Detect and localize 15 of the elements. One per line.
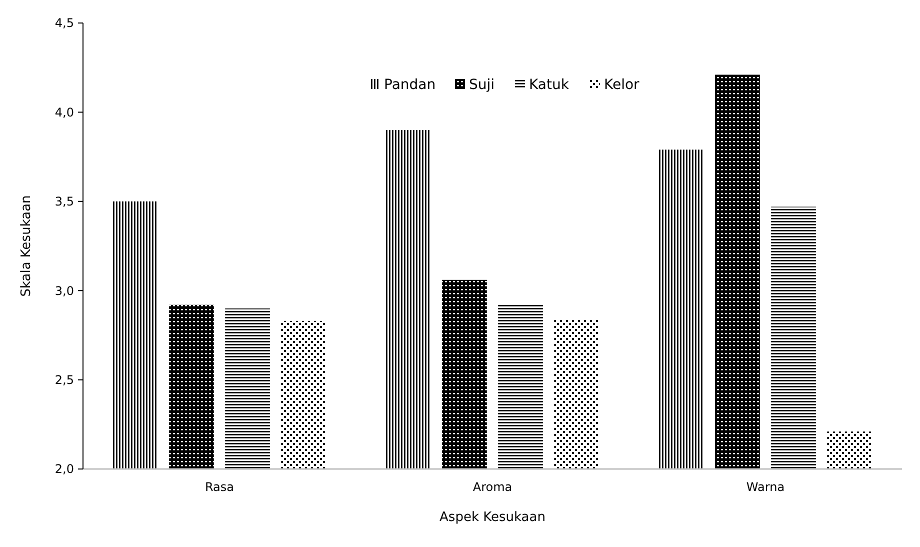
x-axis-title: Aspek Kesukaan (440, 510, 546, 525)
y-axis-title: Skala Kesukaan (19, 195, 34, 297)
y-tick-label: 4,0 (54, 105, 74, 120)
x-tick-label: Aroma (472, 480, 512, 494)
legend-label: Pandan (384, 77, 436, 93)
y-tick-label: 2,5 (54, 373, 74, 387)
y-tick-label: 4,5 (54, 16, 74, 30)
x-tick-label: Warna (746, 480, 785, 494)
legend-label: Katuk (529, 77, 570, 93)
legend-label: Kelor (604, 77, 640, 93)
y-tick-label: 3,0 (54, 284, 74, 298)
y-tick-label: 2,0 (54, 462, 74, 476)
x-tick-label: Rasa (204, 480, 234, 494)
legend-label: Suji (469, 77, 495, 93)
y-tick-label: 3,5 (54, 194, 74, 209)
